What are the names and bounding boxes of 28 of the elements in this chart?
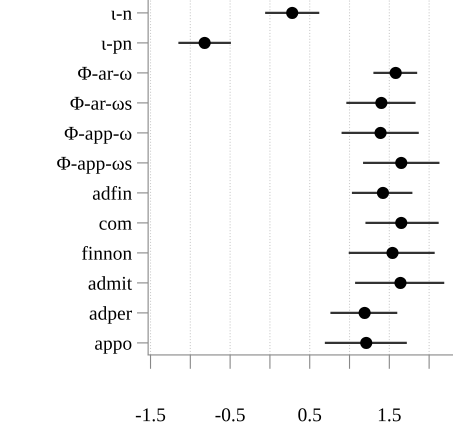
point <box>376 186 390 199</box>
y-tick-label: admit <box>88 276 132 290</box>
y-tick-label: adper <box>90 306 132 324</box>
y-tick-label: finnon <box>82 246 132 260</box>
point <box>390 66 402 79</box>
y-tick-label: Φ-ar-ω <box>78 66 132 80</box>
x-tick-label: -0.5 <box>215 408 245 422</box>
point <box>358 306 371 319</box>
point <box>395 156 408 169</box>
point <box>360 336 372 349</box>
point <box>394 276 407 289</box>
x-tick-label: 1.5 <box>378 408 401 422</box>
y-tick-label: Φ-app-ω <box>64 126 132 144</box>
y-tick-label: Φ-ar-ωs <box>70 96 132 110</box>
point <box>375 96 388 109</box>
y-tick-label: Φ-app-ωs <box>57 156 132 174</box>
y-tick-label: appo <box>95 340 132 354</box>
y-tick-label: com <box>99 220 132 230</box>
x-tick-label: 0.5 <box>298 408 322 422</box>
point <box>395 216 408 229</box>
point <box>374 126 387 139</box>
x-tick-label: -1.5 <box>136 408 166 422</box>
y-tick-label: ι-n <box>111 10 132 20</box>
point <box>386 246 399 259</box>
point <box>286 6 298 19</box>
y-tick-label: ι-pn <box>101 40 132 54</box>
y-tick-label: adfin <box>92 186 132 200</box>
point <box>198 36 211 49</box>
